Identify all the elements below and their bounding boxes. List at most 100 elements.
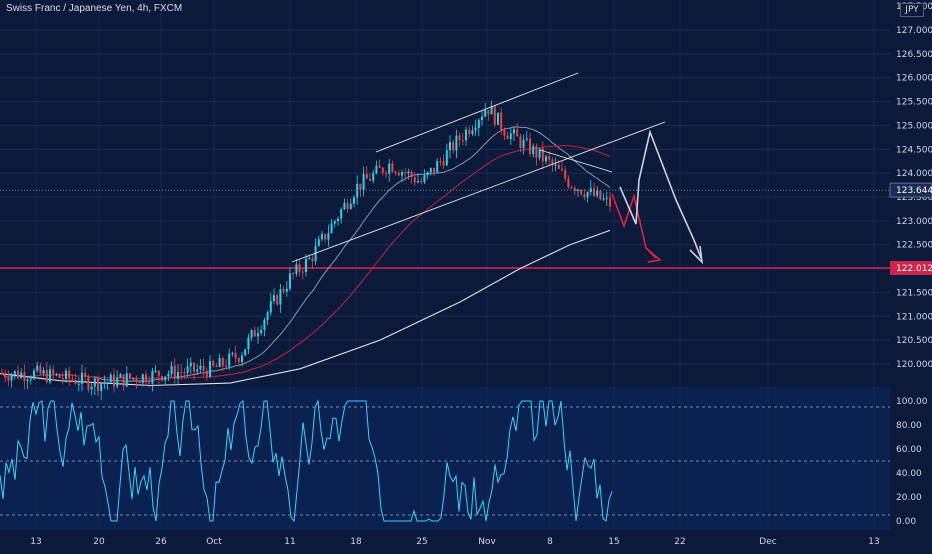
candle-body [461,139,464,141]
candle-body [413,177,416,183]
time-axis-label: 25 [416,537,427,547]
candle-body [609,197,611,207]
candle-body [157,370,160,377]
candle-body [551,159,554,165]
candle-body [100,383,103,392]
candle-body [490,106,493,115]
candle-body [42,370,45,374]
level-price-tag-text: 122.012 [896,264,932,274]
candle-body [183,372,186,374]
candle-body [74,379,77,384]
time-axis-label: Nov [478,537,496,547]
candle-body [148,382,151,384]
candle-body [1,373,3,375]
candle-body [605,197,608,199]
oscillator-tick-label: 80.00 [896,421,922,431]
candle-body [429,168,432,173]
candle-body [71,378,74,380]
candle-body [481,116,483,121]
oscillator [0,399,890,523]
ma-mid [1,145,611,379]
candle-body [394,171,397,173]
candle-body [10,375,13,381]
candle-body [532,146,535,155]
white-arrow-path [619,129,702,259]
candle-body [129,373,131,379]
candle-body [26,379,29,382]
candle-body [589,188,592,193]
candle-body [55,374,58,376]
trend-lines [291,72,666,263]
oscillator-pane[interactable] [0,387,890,530]
candle-body [580,189,583,195]
candle-body [49,369,51,383]
candle-body [404,172,407,174]
candle-body [257,333,259,337]
candle-body [545,156,547,162]
candle-body [417,180,419,183]
short-trend-line [539,149,613,173]
candle-body [538,148,541,158]
candle-body [305,258,307,273]
candle-body [113,374,115,387]
candle-body [436,161,439,173]
time-axis-label: 13 [30,537,41,547]
time-axis-label: 26 [155,537,167,547]
candle-body [602,198,605,200]
candle-body [340,209,343,219]
price-tick-label: 120.500 [896,336,932,346]
candle-body [465,129,467,141]
candle-body [477,120,480,129]
candle-body [173,365,176,379]
candle-body [289,273,291,289]
candle-body [103,382,106,384]
price-tick-label: 127.000 [896,26,932,36]
candle-body [471,130,474,135]
candle-body [375,165,378,174]
candle-body [391,163,394,172]
candle-body [164,376,167,381]
candle-body [292,273,295,275]
candle-body [577,189,579,191]
candle-body [269,300,272,313]
time-axis-bg[interactable] [0,530,932,550]
candle-body [311,257,314,262]
time-axis-label: 13 [868,537,879,547]
candle-body [420,180,423,183]
level-price-tag [890,260,932,275]
candle-body [17,370,19,378]
candle-body [541,148,544,162]
candle-body [202,365,205,371]
candle-body [570,187,573,189]
time-axis-label: 15 [608,537,619,547]
candle-body [321,233,323,240]
candle-body [250,330,253,338]
candle-body [167,373,170,377]
candle-body [509,133,512,139]
candle-body [343,202,346,210]
candle-body [349,203,352,209]
candle-body [295,264,298,274]
candle-body [135,378,138,382]
candle-body [52,369,55,375]
candle-body [369,178,371,181]
candle-body [474,128,477,131]
candle-body [449,142,451,151]
price-tick-label: 126.500 [896,50,932,60]
candle-body [151,370,154,384]
price-pane[interactable] [0,0,890,386]
candle-body [260,329,263,334]
last-price-tag-text: 123.644 [896,186,932,196]
price-tick-label: 124.000 [896,169,932,179]
oscillator-tick-label: 60.00 [896,445,922,455]
candle-body [276,295,279,305]
price-tick-label: 123.000 [896,217,932,227]
currency-tag[interactable]: JPY [900,3,924,17]
candle-body [93,378,96,387]
candle-body [20,372,23,378]
candle-body [215,365,218,367]
time-axis-label: 22 [674,537,685,547]
candle-body [13,370,16,376]
